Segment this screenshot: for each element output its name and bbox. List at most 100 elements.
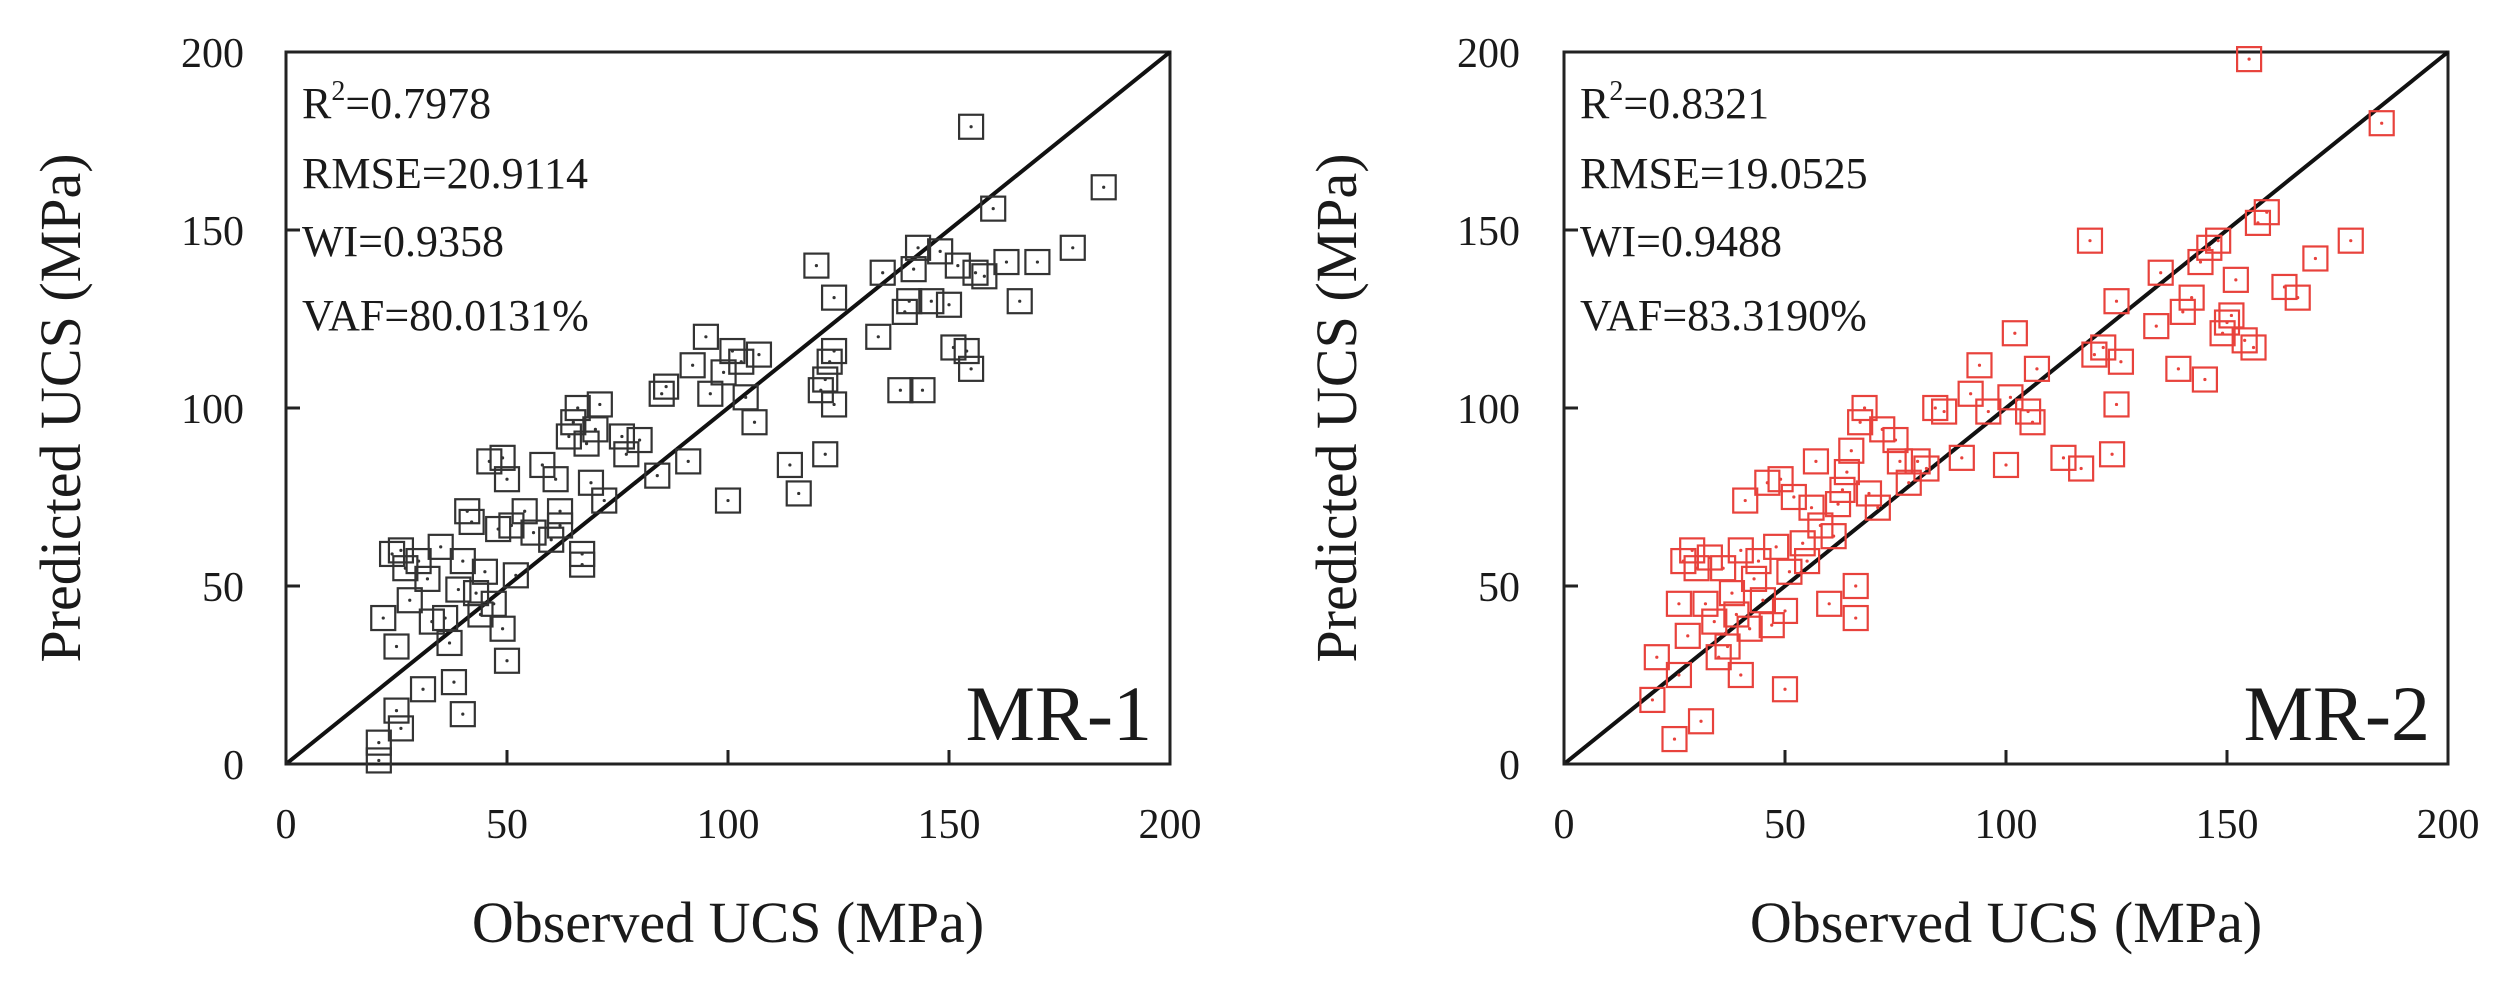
data-point bbox=[383, 697, 410, 724]
data-point bbox=[365, 747, 392, 774]
data-point bbox=[2196, 234, 2223, 261]
data-point bbox=[378, 540, 406, 568]
data-point bbox=[2081, 341, 2108, 368]
data-point bbox=[648, 380, 675, 407]
data-point bbox=[2253, 199, 2280, 226]
data-point bbox=[489, 444, 516, 471]
data-point bbox=[577, 469, 605, 496]
data-point bbox=[1639, 686, 1666, 714]
data-point bbox=[546, 498, 574, 525]
y-tick-label: 0 bbox=[223, 743, 244, 789]
data-point bbox=[2103, 391, 2130, 418]
data-point bbox=[918, 288, 945, 315]
data-point bbox=[1723, 601, 1750, 628]
data-point bbox=[445, 576, 472, 603]
data-point bbox=[2302, 245, 2329, 272]
data-point bbox=[2187, 248, 2214, 276]
data-point bbox=[2147, 259, 2174, 286]
data-point bbox=[405, 547, 432, 575]
data-point bbox=[591, 487, 618, 514]
data-point bbox=[440, 669, 468, 696]
x-tick-label: 150 bbox=[918, 802, 981, 848]
data-point bbox=[1727, 661, 1754, 689]
data-point bbox=[1948, 444, 1975, 471]
data-point bbox=[1847, 409, 1874, 436]
panel-mr2: 0 50 100 150 200 0 50 100 150 200 Observ… bbox=[1304, 31, 2480, 955]
model-label: MR-1 bbox=[966, 670, 1152, 757]
data-point bbox=[1024, 248, 1051, 276]
data-point bbox=[971, 263, 998, 290]
data-point bbox=[2107, 348, 2135, 375]
data-point bbox=[1904, 448, 1931, 475]
data-point bbox=[1758, 612, 1785, 639]
x-tick-label: 0 bbox=[1554, 802, 1575, 848]
data-point bbox=[436, 629, 463, 657]
y-axis-title: Predicted UCS (MPa) bbox=[28, 153, 93, 662]
data-point bbox=[529, 451, 556, 479]
data-point bbox=[1957, 380, 1984, 407]
scatter-points bbox=[1639, 46, 2395, 753]
data-point bbox=[1736, 615, 1763, 642]
data-point bbox=[1701, 608, 1728, 635]
data-point bbox=[520, 519, 547, 546]
data-point bbox=[493, 466, 521, 493]
data-point bbox=[387, 537, 415, 564]
data-point bbox=[1842, 604, 1869, 632]
y-tick-label: 200 bbox=[181, 31, 244, 77]
data-point bbox=[2001, 320, 2028, 347]
data-point bbox=[573, 430, 600, 457]
data-point bbox=[1670, 547, 1697, 575]
data-point bbox=[2023, 355, 2051, 382]
data-point bbox=[820, 391, 848, 418]
y-tick-label: 0 bbox=[1499, 743, 1520, 789]
data-point bbox=[2068, 455, 2095, 482]
data-point bbox=[2218, 302, 2245, 329]
data-point bbox=[511, 498, 538, 525]
one-to-one-line bbox=[284, 50, 1172, 766]
panel-mr1: 0 50 100 150 200 0 50 100 150 200 Observ… bbox=[28, 31, 1202, 955]
data-point bbox=[697, 380, 724, 407]
data-point bbox=[1864, 494, 1891, 521]
data-point bbox=[993, 248, 1020, 276]
data-point bbox=[679, 352, 706, 379]
data-point bbox=[803, 252, 830, 279]
data-point bbox=[710, 359, 737, 386]
data-point bbox=[493, 647, 521, 674]
data-point bbox=[1643, 644, 1670, 671]
vaf-label: VAF=83.3190% bbox=[1580, 291, 1867, 340]
y-axis-title: Predicted UCS (MPa) bbox=[1304, 153, 1369, 662]
data-point bbox=[569, 551, 596, 578]
x-axis-title: Observed UCS (MPa) bbox=[1750, 890, 2262, 955]
data-point bbox=[370, 604, 397, 632]
data-point bbox=[957, 355, 985, 382]
data-point bbox=[909, 377, 936, 404]
data-point bbox=[2244, 209, 2272, 236]
data-point bbox=[2240, 334, 2267, 361]
data-point bbox=[692, 323, 720, 350]
data-point bbox=[2103, 288, 2130, 315]
rmse-label: RMSE=19.0525 bbox=[1580, 149, 1868, 198]
data-point bbox=[449, 701, 476, 728]
data-point bbox=[1838, 437, 1865, 464]
data-point bbox=[1842, 572, 1869, 600]
data-point bbox=[927, 238, 954, 265]
data-point bbox=[944, 252, 971, 279]
data-point bbox=[1687, 708, 1715, 735]
data-point bbox=[1793, 547, 1821, 575]
data-point bbox=[1745, 547, 1772, 575]
data-point bbox=[613, 441, 640, 468]
data-point bbox=[1851, 394, 1878, 422]
data-point bbox=[1692, 590, 1719, 617]
data-point bbox=[489, 615, 516, 642]
data-point bbox=[1913, 455, 1940, 482]
data-point bbox=[2178, 284, 2205, 311]
data-point bbox=[1727, 537, 1754, 564]
data-point bbox=[1696, 544, 1723, 571]
data-point bbox=[1816, 590, 1843, 617]
data-point bbox=[2165, 355, 2192, 382]
x-tick-label: 50 bbox=[486, 802, 528, 848]
data-point bbox=[1922, 394, 1949, 422]
data-point bbox=[1931, 398, 1958, 425]
data-point bbox=[1997, 384, 2024, 411]
data-point bbox=[1829, 476, 1856, 503]
